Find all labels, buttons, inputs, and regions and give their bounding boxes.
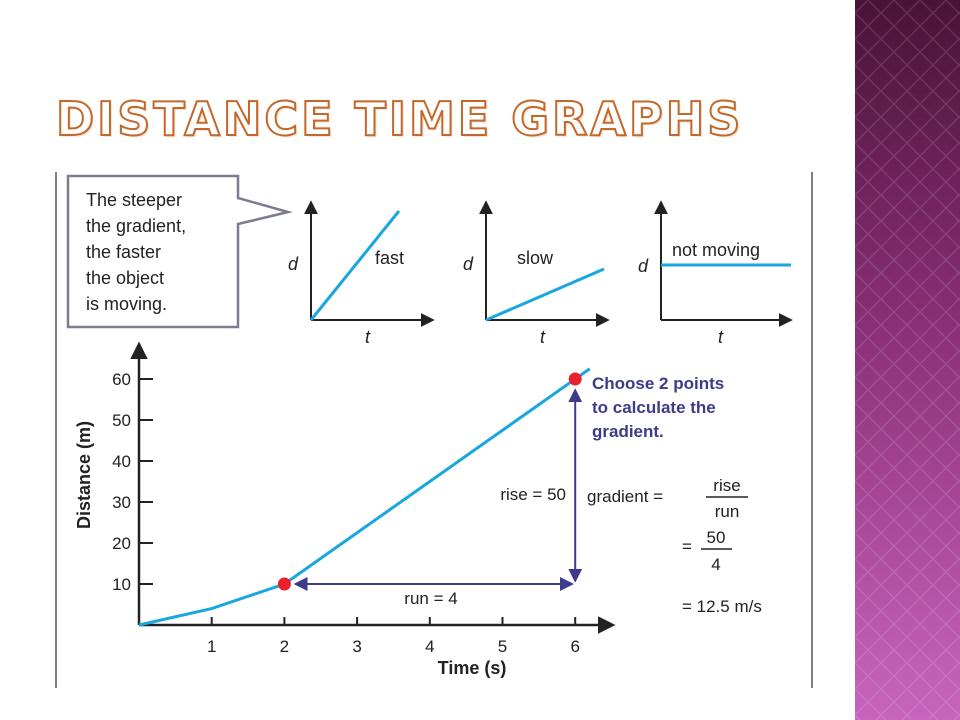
mini-line-fast xyxy=(309,210,401,321)
y-tick-label: 20 xyxy=(112,534,131,553)
data-points xyxy=(277,372,582,591)
x-tick-label: 6 xyxy=(570,637,579,656)
mini-graph-fast: fast d t xyxy=(288,200,435,347)
callout-line: the faster xyxy=(86,242,161,262)
mini-ylabel: d xyxy=(638,256,649,276)
y-axis-label: Distance (m) xyxy=(74,421,94,529)
series-line xyxy=(138,367,591,627)
y-tick-label: 50 xyxy=(112,411,131,430)
callout-line: The steeper xyxy=(86,190,182,210)
callout-line: the gradient, xyxy=(86,216,186,236)
gradient-calculation: gradient = rise run = 50 4 = 12.5 m/s xyxy=(587,476,762,616)
mini-graph-label: not moving xyxy=(672,240,760,260)
data-point xyxy=(277,577,291,591)
callout-line: the object xyxy=(86,268,164,288)
x-tick-label: 5 xyxy=(498,637,507,656)
x-tick-label: 2 xyxy=(280,637,289,656)
mini-line-slow xyxy=(485,267,605,322)
main-chart: 1 2 3 4 5 6 10 20 30 40 50 60 Time (s) Distance (m… xyxy=(74,341,762,678)
x-axis-label: Time (s) xyxy=(438,658,507,678)
mini-ylabel: d xyxy=(463,254,474,274)
equals-sign: = xyxy=(682,537,692,556)
x-tick-label: 3 xyxy=(352,637,361,656)
gradient-result: = 12.5 m/s xyxy=(682,597,762,616)
mini-graph-not-moving: not moving d t xyxy=(638,200,793,347)
note-line: gradient. xyxy=(592,422,664,441)
fraction-denominator: run xyxy=(715,502,740,521)
callout-bubble xyxy=(66,174,293,329)
mini-xlabel: t xyxy=(540,327,546,347)
gradient-label: gradient = xyxy=(587,487,663,506)
mini-graph-label: fast xyxy=(375,248,404,268)
rise-label: rise = 50 xyxy=(500,485,566,504)
y-ticks: 10 20 30 40 50 60 xyxy=(112,370,153,594)
y-tick-label: 60 xyxy=(112,370,131,389)
run-label: run = 4 xyxy=(404,589,457,608)
callout-text: The steeper the gradient, the faster the… xyxy=(86,190,186,314)
note-line: to calculate the xyxy=(592,398,716,417)
slide-title: Distance time graphs xyxy=(55,91,744,147)
fraction-numerator: rise xyxy=(713,476,740,495)
choose-points-note: Choose 2 points to calculate the gradien… xyxy=(592,374,724,441)
x-ticks: 1 2 3 4 5 6 xyxy=(207,617,580,656)
callout-line: is moving. xyxy=(86,294,167,314)
data-point xyxy=(568,372,582,386)
mini-xlabel: t xyxy=(365,327,371,347)
mini-graph-label: slow xyxy=(517,248,554,268)
note-line: Choose 2 points xyxy=(592,374,724,393)
fraction-numerator: 50 xyxy=(707,528,726,547)
y-tick-label: 30 xyxy=(112,493,131,512)
mini-xlabel: t xyxy=(718,327,724,347)
mini-graph-slow: slow d t xyxy=(463,200,610,347)
x-tick-label: 4 xyxy=(425,637,434,656)
x-tick-label: 1 xyxy=(207,637,216,656)
y-tick-label: 40 xyxy=(112,452,131,471)
decorative-side-panel xyxy=(855,0,960,720)
mini-ylabel: d xyxy=(288,254,299,274)
fraction-denominator: 4 xyxy=(711,555,720,574)
y-tick-label: 10 xyxy=(112,575,131,594)
